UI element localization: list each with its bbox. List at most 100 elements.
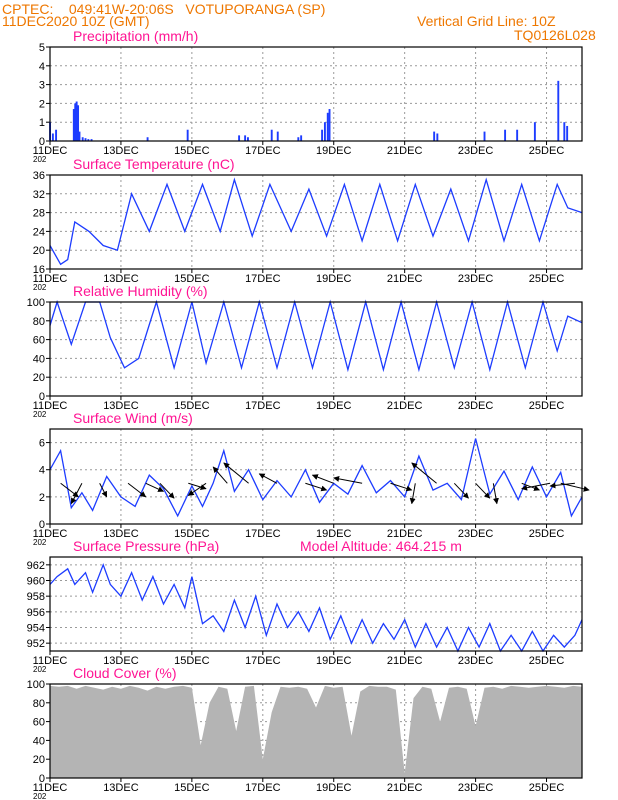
precip-panel: 0 1 2 3 4 5 11DEC 13DEC 15DEC 17DEC 19DEC 21DEC 23DE… bbox=[33, 28, 583, 164]
precip-bar bbox=[186, 129, 189, 141]
precip-bar bbox=[300, 135, 303, 141]
humidity-panel: 0 20 40 60 80 100 11DEC 13DEC 15DEC 17DEC 19DEC 21D… bbox=[27, 283, 583, 419]
y-tick-label: 1 bbox=[39, 117, 45, 129]
precip-bar bbox=[247, 137, 249, 141]
year-label: 202 bbox=[33, 665, 47, 674]
y-tick-label: 24 bbox=[33, 226, 45, 238]
model-altitude: Model Altitude: 464.215 m bbox=[300, 538, 462, 554]
wind-arrow bbox=[60, 482, 79, 498]
precip-bar bbox=[516, 129, 519, 141]
humidity-title: Relative Humidity (%) bbox=[73, 283, 208, 299]
precip-bar bbox=[146, 137, 149, 141]
wind-arrow bbox=[159, 482, 175, 499]
y-tick-label: 28 bbox=[33, 208, 45, 220]
y-tick-label: 32 bbox=[33, 189, 45, 201]
precip-bar bbox=[297, 137, 300, 141]
x-tick-label: 17DEC bbox=[245, 782, 281, 794]
x-tick-label: 11DEC bbox=[33, 400, 68, 412]
wind-arrow bbox=[70, 483, 83, 505]
x-tick-label: 11DEC bbox=[33, 273, 68, 285]
precip-frame bbox=[49, 46, 583, 142]
x-tick-label: 25DEC bbox=[529, 400, 565, 412]
precip-bar bbox=[557, 80, 560, 141]
x-tick-label: 23DEC bbox=[458, 145, 494, 157]
wind-arrow bbox=[223, 462, 249, 484]
precip-bar bbox=[78, 131, 81, 141]
cloud-title: Cloud Cover (%) bbox=[73, 665, 176, 681]
year-label: 202 bbox=[33, 538, 47, 547]
y-tick-label: 958 bbox=[27, 591, 45, 603]
x-tick-label: 15DEC bbox=[174, 782, 210, 794]
humidity-frame bbox=[49, 301, 583, 397]
wind-arrow bbox=[333, 475, 363, 484]
wind-arrow bbox=[99, 483, 108, 498]
cloud-frame bbox=[49, 683, 583, 779]
x-tick-label: 15DEC bbox=[174, 145, 210, 157]
humidity-line bbox=[49, 299, 583, 373]
y-tick-label: 6 bbox=[39, 438, 45, 450]
precip-bar bbox=[436, 133, 439, 141]
precip-bar bbox=[74, 103, 77, 141]
x-tick-label: 13DEC bbox=[103, 782, 139, 794]
station-header: CPTEC: 049:41W-20:06S VOTUPORANGA (SP) bbox=[2, 1, 326, 17]
x-tick-label: 23DEC bbox=[458, 528, 494, 540]
y-tick-label: 80 bbox=[33, 698, 45, 710]
year-label: 202 bbox=[33, 792, 47, 800]
temperature-panel: 16 20 24 28 32 36 11DEC 13DEC 15DEC 17DEC 19DEC 21D… bbox=[33, 156, 583, 292]
x-tick-label: 15DEC bbox=[174, 273, 210, 285]
y-tick-label: 0 bbox=[39, 391, 45, 403]
pressure-title: Surface Pressure (hPa) bbox=[73, 538, 219, 554]
precip-bar bbox=[87, 139, 90, 141]
wind-arrow bbox=[127, 482, 147, 498]
x-tick-label: 25DEC bbox=[529, 528, 565, 540]
wind-arrow bbox=[305, 482, 328, 492]
x-tick-label: 19DEC bbox=[316, 655, 352, 667]
y-tick-label: 956 bbox=[27, 607, 45, 619]
cloud-cover-area bbox=[50, 685, 582, 778]
precip-bar bbox=[566, 125, 569, 141]
x-tick-label: 19DEC bbox=[316, 528, 352, 540]
model-code: TQ0126L028 bbox=[514, 27, 596, 43]
x-tick-label: 17DEC bbox=[245, 145, 281, 157]
wind-frame bbox=[49, 428, 583, 525]
y-tick-label: 100 bbox=[27, 297, 45, 309]
y-tick-label: 960 bbox=[27, 576, 45, 588]
x-tick-label: 25DEC bbox=[529, 145, 565, 157]
y-tick-label: 0 bbox=[39, 773, 45, 785]
wind-arrow bbox=[521, 482, 551, 491]
x-tick-label: 11DEC bbox=[33, 145, 68, 157]
x-tick-label: 15DEC bbox=[174, 655, 210, 667]
wind-arrow bbox=[212, 466, 228, 484]
y-tick-label: 20 bbox=[33, 754, 45, 766]
precip-bar bbox=[328, 109, 331, 141]
wind-arrow bbox=[411, 462, 437, 484]
x-tick-label: 23DEC bbox=[458, 400, 494, 412]
precip-bar bbox=[72, 109, 75, 141]
y-tick-label: 60 bbox=[33, 717, 45, 729]
temperature-frame bbox=[49, 174, 583, 270]
run-datetime: 11DEC2020 10Z (GMT) bbox=[2, 13, 150, 29]
pressure-line bbox=[49, 562, 583, 653]
y-tick-label: 40 bbox=[33, 735, 45, 747]
y-tick-label: 4 bbox=[39, 61, 45, 73]
wind-arrow bbox=[311, 474, 334, 484]
x-tick-label: 25DEC bbox=[529, 782, 565, 794]
y-tick-label: 80 bbox=[33, 316, 45, 328]
x-tick-label: 21DEC bbox=[387, 145, 423, 157]
x-tick-label: 17DEC bbox=[245, 273, 281, 285]
wind-title: Surface Wind (m/s) bbox=[73, 410, 193, 426]
x-tick-label: 21DEC bbox=[387, 528, 423, 540]
precip-bar bbox=[244, 135, 247, 141]
x-tick-label: 15DEC bbox=[174, 400, 210, 412]
precip-bar bbox=[504, 129, 507, 141]
y-tick-label: 60 bbox=[33, 335, 45, 347]
x-tick-label: 21DEC bbox=[387, 655, 423, 667]
x-tick-label: 23DEC bbox=[458, 655, 494, 667]
y-tick-label: 4 bbox=[39, 465, 45, 477]
x-tick-label: 19DEC bbox=[316, 782, 352, 794]
x-tick-label: 17DEC bbox=[245, 400, 281, 412]
wind-arrow bbox=[475, 482, 491, 499]
y-tick-label: 100 bbox=[27, 679, 45, 691]
precip-bar bbox=[84, 138, 87, 141]
x-tick-label: 11DEC bbox=[33, 655, 68, 667]
